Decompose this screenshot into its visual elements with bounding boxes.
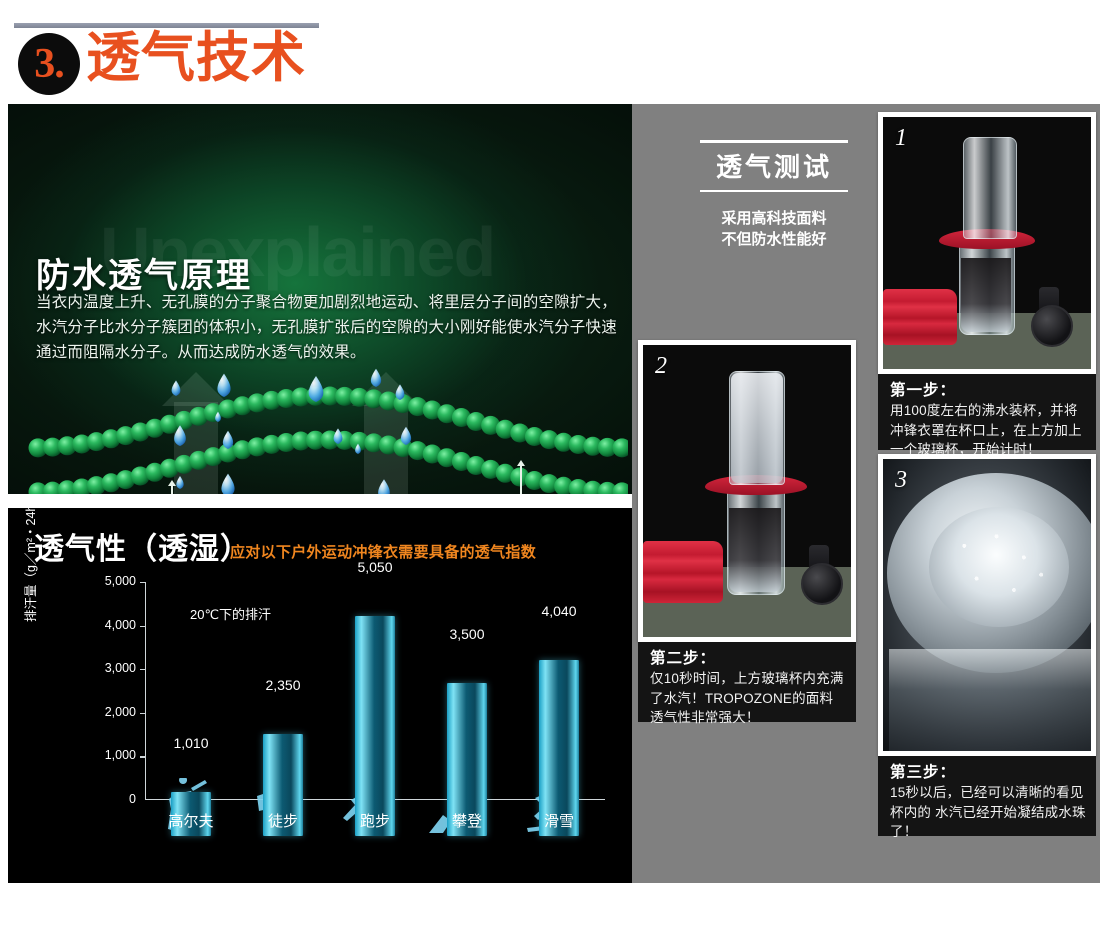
test-subtitle: 采用高科技面料 不但防水性能好 xyxy=(694,208,854,251)
step-3-caption: 第三步： 15秒以后，已经可以清晰的看见杯内的 水汽已经开始凝结成水珠了！ xyxy=(878,756,1096,839)
upper-glass xyxy=(963,137,1017,239)
watch-face xyxy=(1031,305,1073,347)
chart-bar-value: 1,010 xyxy=(173,734,209,751)
chart-bar-value: 3,500 xyxy=(449,626,485,643)
folded-cloth xyxy=(643,541,723,603)
chart-y-tick-mark xyxy=(140,625,146,627)
hot-water xyxy=(729,508,781,592)
chart-y-tick-label: 2,000 xyxy=(104,704,136,719)
polymer-pointer-line xyxy=(520,466,522,494)
glass-side-wall xyxy=(889,649,1091,751)
chart-bar-value: 2,350 xyxy=(265,676,301,693)
chart-subtitle: 应对以下户外运动冲锋衣需要具备的透气指数 xyxy=(230,544,537,561)
chart-plot-area: 排汗量（g／m²・24hr） 20℃下的排汗 0 1,000 2,000 3,000 4… xyxy=(24,488,613,837)
step-1-number: 1 xyxy=(895,125,907,151)
chart-y-tick-mark xyxy=(140,712,146,714)
chart-bar xyxy=(539,659,579,836)
molecule-chains-svg xyxy=(28,368,628,494)
step-3-number: 3 xyxy=(895,467,907,493)
vapor-pointer-head xyxy=(168,480,176,486)
header-divider-rule xyxy=(14,23,319,28)
step-2-body: 仅10秒时间，上方玻璃杯内充满了水汽！TROPOZONE的面料透气性非常强大！ xyxy=(650,671,844,726)
step-2-photo: 2 xyxy=(643,345,851,637)
step-1-photo-card: 1 xyxy=(878,112,1096,374)
chart-bar xyxy=(171,791,211,836)
chart-bar xyxy=(447,683,487,836)
step-3-photo-card: 3 xyxy=(878,454,1096,756)
molecule-diagram: 水蒸气 无孔膜的分子聚合物 xyxy=(28,366,628,494)
step-3-title: 第三步： xyxy=(890,764,957,781)
watch-face xyxy=(801,563,843,605)
principle-heading: 防水透气原理 xyxy=(36,257,252,295)
chart-bar xyxy=(263,733,303,836)
step-1-photo: 1 xyxy=(883,117,1091,369)
step-3-body: 15秒以后，已经可以清晰的看见杯内的 水汽已经开始凝结成水珠了！ xyxy=(890,785,1086,840)
chart-y-tick-label: 1,000 xyxy=(104,748,136,763)
chart-bar-value: 5,050 xyxy=(357,558,393,575)
step-3-photo: 3 xyxy=(883,459,1091,751)
folded-cloth xyxy=(883,289,957,345)
chart-y-tick-mark xyxy=(140,669,146,671)
chart-x-label: 徒步 xyxy=(267,813,298,830)
chart-x-label: 攀登 xyxy=(451,813,482,830)
polymer-pointer-head xyxy=(517,460,525,466)
vapor-pointer-line xyxy=(171,486,173,494)
chart-annotation: 20℃下的排汗 xyxy=(190,607,272,622)
chart-bar-value: 4,040 xyxy=(541,602,577,619)
test-rule-top xyxy=(700,140,848,143)
watermark-text: Unexplained xyxy=(100,213,496,291)
step-2-title: 第二步： xyxy=(650,650,717,667)
chart-y-tick-label: 4,000 xyxy=(104,617,136,632)
test-subtitle-line2: 不但防水性能好 xyxy=(721,231,827,249)
step-2-caption: 第二步： 仅10秒时间，上方玻璃杯内充满了水汽！TROPOZONE的面料透气性非… xyxy=(638,642,856,725)
test-subtitle-line1: 采用高科技面料 xyxy=(721,210,827,227)
chart-x-label: 跑步 xyxy=(359,813,390,830)
step-1-caption: 第一步： 用100度左右的沸水装杯，并将冲锋衣罩在杯口上，在上方加上一个玻璃杯，… xyxy=(878,374,1096,457)
section-number-label: 3. xyxy=(34,41,65,87)
chart-y-tick-label: 5,000 xyxy=(104,574,136,588)
test-title: 透气测试 xyxy=(715,151,832,182)
chart-y-axis-line xyxy=(145,582,147,800)
chart-title: 透气性（透湿） xyxy=(34,533,251,566)
step-2-photo-card: 2 xyxy=(638,340,856,642)
condensation-fog xyxy=(731,373,783,483)
chart-y-tick-mark xyxy=(140,756,146,758)
chart-x-label: 滑雪 xyxy=(543,813,574,830)
chart-bar xyxy=(355,615,395,836)
test-heading-block: 透气测试 xyxy=(700,140,848,192)
hot-water xyxy=(961,258,1011,332)
section-header: 3. 透气技术 xyxy=(0,0,1100,100)
chart-y-axis-label: 排汗量（g／m²・24hr） xyxy=(24,487,38,623)
upper-glass xyxy=(729,371,785,485)
chart-y-tick-label: 3,000 xyxy=(104,661,136,676)
principle-body-text: 当衣内温度上升、无孔膜的分子聚合物更加剧烈地运动、将里层分子间的空隙扩大，水汽分… xyxy=(36,294,617,362)
test-rule-bottom xyxy=(700,189,848,192)
breathability-chart-panel: 透气性（透湿） 应对以下户外运动冲锋衣需要具备的透气指数 排汗量（g／m²・24… xyxy=(8,488,632,883)
step-1-body: 用100度左右的沸水装杯，并将冲锋衣罩在杯口上，在上方加上一个玻璃杯，开始计时！ xyxy=(890,403,1082,458)
chart-y-tick-label: 0 xyxy=(129,792,136,806)
section-number-badge: 3. xyxy=(18,33,80,95)
step-2-number: 2 xyxy=(655,353,667,379)
page-title: 透气技术 xyxy=(86,28,306,88)
step-1-title: 第一步： xyxy=(890,382,957,399)
condensation-droplets xyxy=(937,519,1061,615)
chart-x-label: 高尔夫 xyxy=(168,813,214,830)
chart-y-tick-mark xyxy=(140,582,146,584)
waterproof-principle-panel: Unexplained 防水透气原理 当衣内温度上升、无孔膜的分子聚合物更加剧烈… xyxy=(8,104,632,494)
